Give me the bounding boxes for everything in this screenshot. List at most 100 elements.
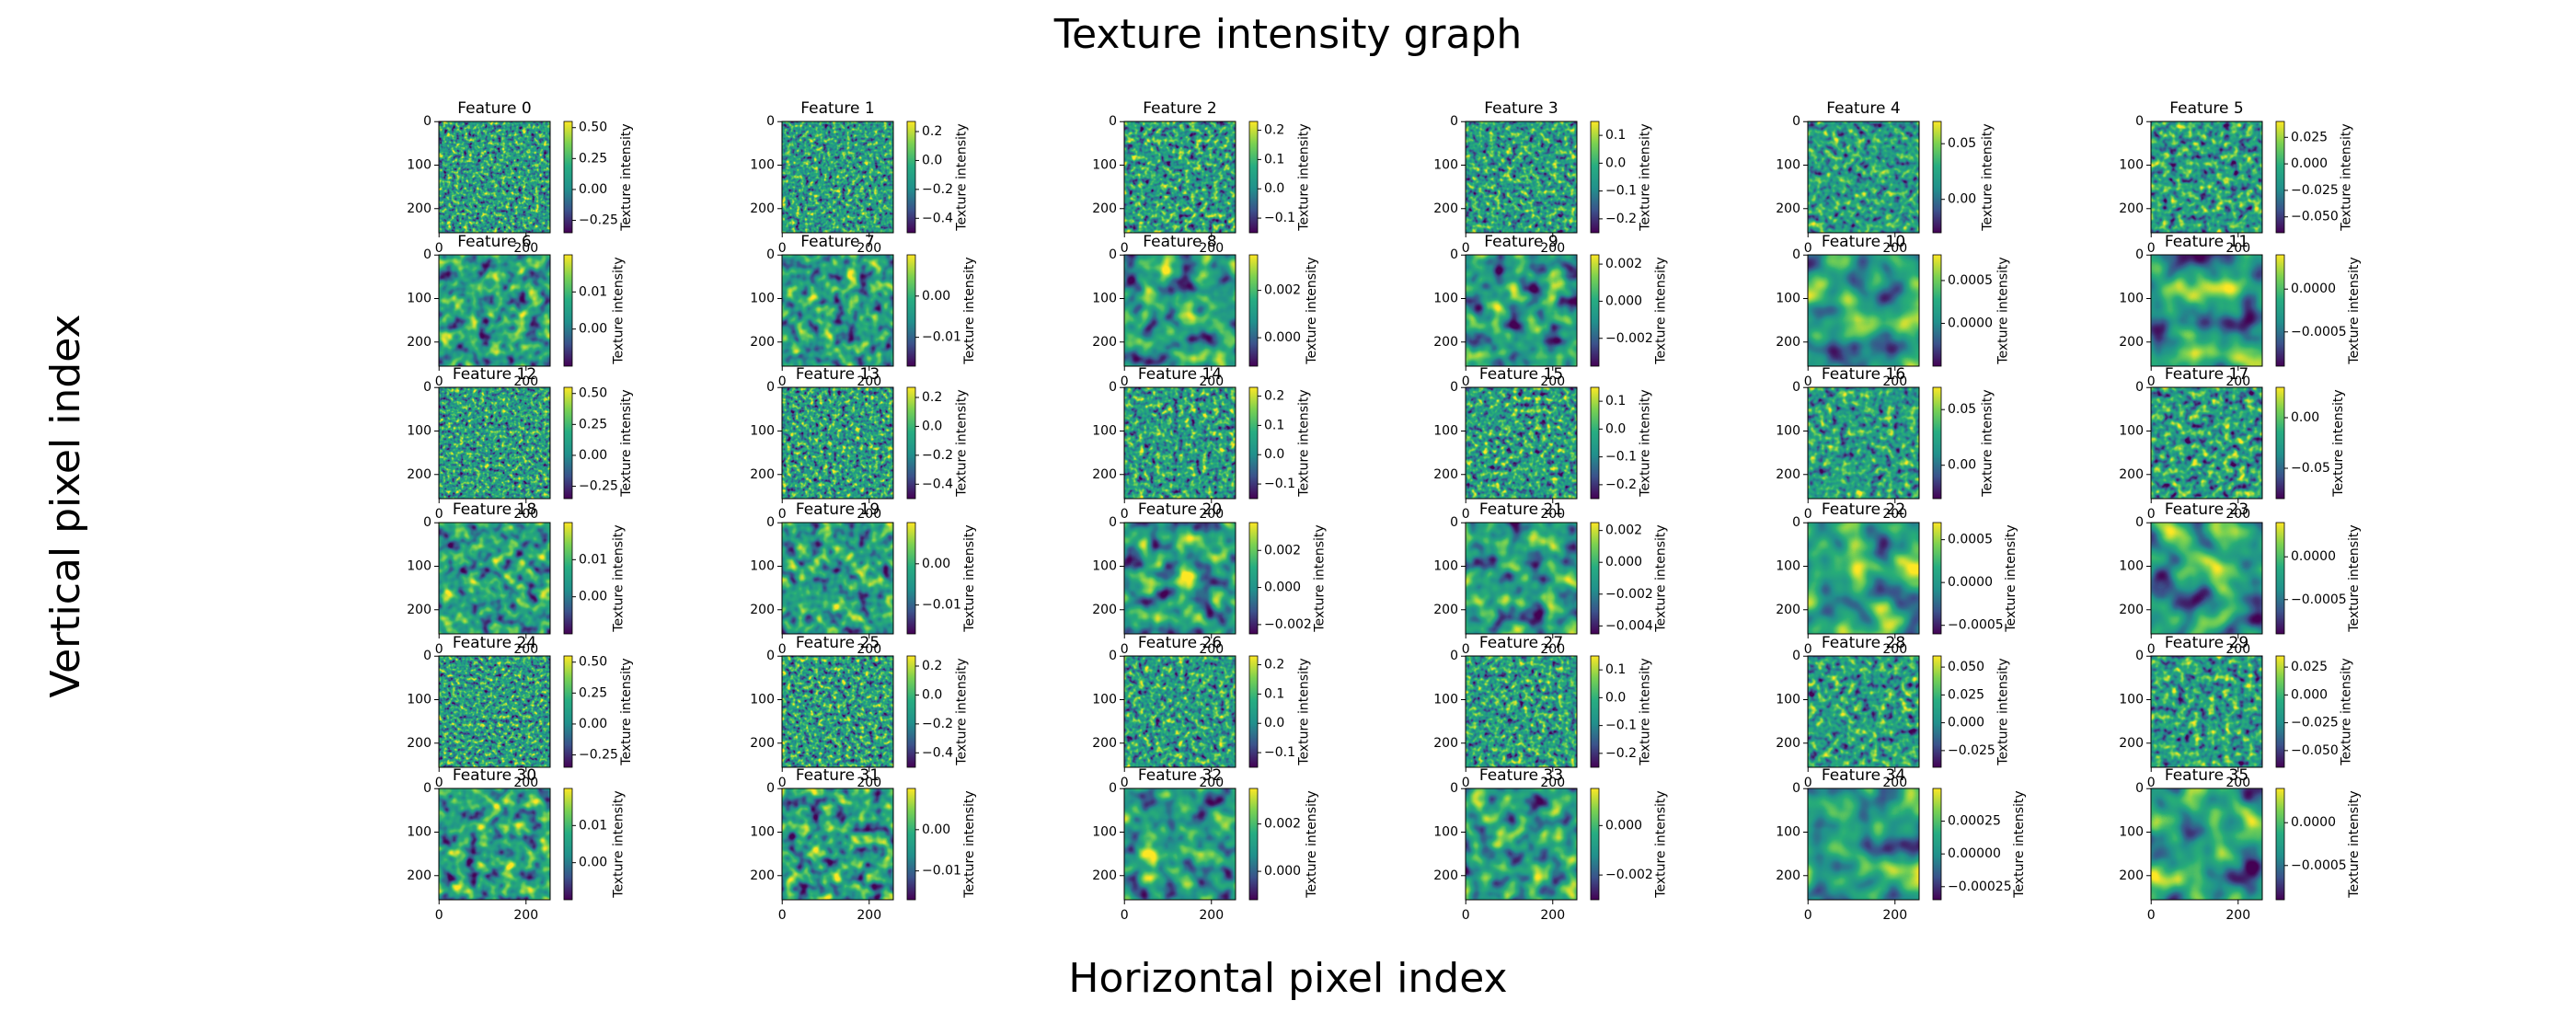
y-tick-label: 200 [1433, 603, 1458, 617]
heatmap-image [2151, 121, 2262, 233]
colorbar-tick-label: 0.0 [1264, 447, 1284, 462]
panel-title: Feature 27 [1479, 634, 1563, 652]
panel-title: Feature 32 [1138, 766, 1222, 785]
heatmap-image [1466, 121, 1577, 233]
plot-frame [1123, 788, 1236, 901]
heatmap-image [1124, 656, 1236, 767]
panel-title: Feature 23 [2165, 500, 2248, 519]
colorbar-tick-label: 0.025 [2291, 130, 2328, 144]
colorbar-tick-label: −0.0005 [2291, 325, 2347, 339]
y-tick-label: 0 [1792, 649, 1800, 663]
colorbar-tick-label: −0.01 [922, 864, 961, 879]
plot-frame [1807, 121, 1920, 234]
panel-title: Feature 15 [1479, 365, 1563, 384]
y-tick-label: 0 [2135, 114, 2144, 129]
colorbar-tick-label: −0.1 [1605, 719, 1637, 733]
colorbar [1590, 522, 1600, 635]
x-tick-label: 200 [1199, 507, 1224, 522]
y-tick-label: 100 [1776, 825, 1800, 840]
heatmap-image [2151, 523, 2262, 634]
colorbar [906, 121, 916, 234]
y-tick-label: 200 [2119, 736, 2144, 751]
y-tick-label: 200 [1776, 603, 1800, 617]
y-tick-label: 100 [407, 292, 431, 306]
colorbar-tick-label: 0.0 [1605, 155, 1626, 170]
y-tick-label: 0 [2135, 380, 2144, 395]
plot-frame [2150, 655, 2263, 768]
colorbar-tick-label: 0.00 [579, 448, 607, 463]
x-tick-label: 200 [1199, 374, 1224, 389]
y-tick-label: 100 [1433, 825, 1458, 840]
colorbar-label: Texture intensity [1296, 389, 1311, 497]
panel-title: Feature 19 [796, 500, 880, 519]
colorbar-label: Texture intensity [962, 257, 977, 364]
y-tick-label: 0 [1450, 649, 1458, 663]
plot-frame [1465, 121, 1578, 234]
plot-frame [438, 121, 551, 234]
colorbar-tick-label: −0.01 [922, 598, 961, 613]
plot-frame [781, 386, 894, 500]
y-tick-label: 200 [1092, 201, 1117, 216]
panel-title: Feature 24 [453, 634, 536, 652]
chart-title: Texture intensity graph [1053, 11, 1523, 58]
y-tick-label: 200 [750, 467, 775, 482]
colorbar-label: Texture intensity [2347, 524, 2362, 632]
colorbar-label: Texture intensity [2347, 257, 2362, 364]
y-tick-label: 100 [1092, 424, 1117, 439]
panel-title: Feature 33 [1479, 766, 1563, 785]
panel-title: Feature 8 [1143, 233, 1216, 251]
colorbar-tick-label: 0.000 [1605, 555, 1642, 569]
x-tick-label: 0 [1462, 908, 1470, 923]
x-tick-label: 0 [1462, 374, 1470, 389]
colorbar-label: Texture intensity [619, 123, 634, 231]
y-axis-title: Vertical pixel index [42, 314, 89, 697]
colorbar [906, 386, 916, 500]
colorbar [2275, 788, 2285, 901]
colorbar [563, 655, 573, 768]
colorbar-label: Texture intensity [962, 790, 977, 898]
colorbar-tick-label: 0.025 [2291, 660, 2328, 674]
colorbar-tick-label: 0.000 [1605, 293, 1642, 308]
heatmap-image [782, 788, 893, 900]
colorbar-label: Texture intensity [611, 257, 626, 364]
y-tick-label: 200 [1433, 736, 1458, 751]
colorbar-tick-label: 0.00 [579, 322, 607, 337]
panel-title: Feature 29 [2165, 634, 2248, 652]
panel-title: Feature 34 [1822, 766, 1905, 785]
y-tick-label: 200 [1776, 868, 1800, 883]
colorbar [1932, 522, 1942, 635]
colorbar-tick-label: 0.00000 [1948, 846, 2001, 861]
y-tick-label: 0 [1792, 247, 1800, 262]
heatmap-image [2151, 788, 2262, 900]
colorbar-tick-label: 0.01 [579, 284, 607, 299]
x-axis-title: Horizontal pixel index [1068, 955, 1507, 1002]
heatmap-image [439, 387, 550, 499]
x-tick-label: 0 [778, 908, 787, 923]
x-tick-label: 0 [435, 241, 443, 256]
heatmap-image [1124, 121, 1236, 233]
heatmap-image [782, 387, 893, 499]
colorbar [1932, 386, 1942, 500]
colorbar-tick-label: 0.000 [1605, 818, 1642, 833]
y-tick-label: 200 [750, 201, 775, 216]
colorbar-label: Texture intensity [2331, 389, 2346, 497]
y-tick-label: 200 [750, 736, 775, 751]
colorbar-tick-label: 0.0000 [2291, 282, 2336, 296]
colorbar-tick-label: 0.000 [1264, 330, 1301, 345]
colorbar-label: Texture intensity [2012, 790, 2027, 898]
y-tick-label: 0 [2135, 247, 2144, 262]
y-tick-label: 0 [1109, 380, 1117, 395]
panel-title: Feature 13 [796, 365, 880, 384]
colorbar-tick-label: −0.2 [1605, 746, 1637, 761]
colorbar [1590, 254, 1600, 367]
colorbar-tick-label: 0.002 [1605, 523, 1642, 538]
colorbar-tick-label: 0.050 [1948, 660, 1984, 674]
x-tick-label: 200 [1540, 642, 1565, 657]
x-tick-label: 200 [513, 908, 538, 923]
heatmap-image [439, 656, 550, 767]
heatmap-image [439, 255, 550, 366]
colorbar-tick-label: 0.0000 [2291, 815, 2336, 830]
panel-title: Feature 18 [453, 500, 536, 519]
colorbar-label: Texture intensity [954, 123, 969, 231]
x-tick-label: 200 [857, 908, 881, 923]
